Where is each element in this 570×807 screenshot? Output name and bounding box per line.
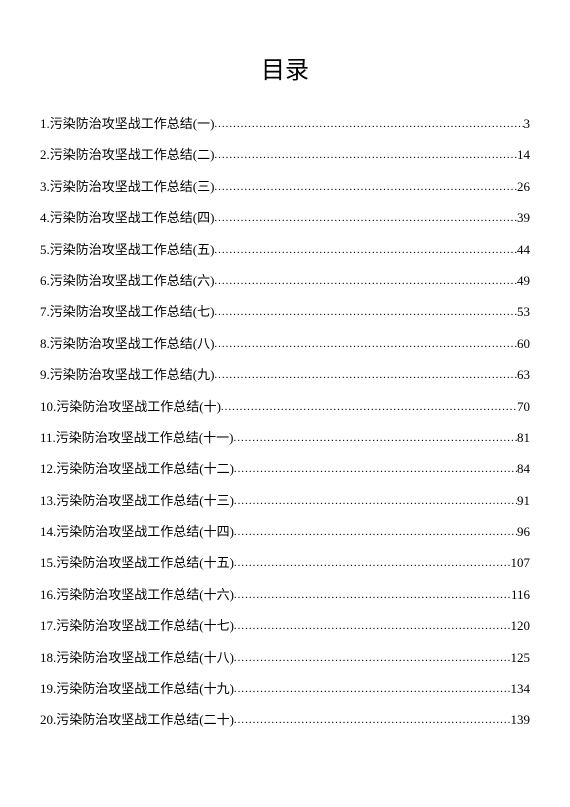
toc-item: 1.污染防治攻坚战工作总结(一) 3 xyxy=(40,115,530,133)
toc-leader-dots xyxy=(234,619,511,634)
toc-leader-dots xyxy=(221,400,517,415)
toc-page-number: 139 xyxy=(511,711,531,729)
toc-entry-label: 19.污染防治攻坚战工作总结(十九) xyxy=(40,680,234,698)
toc-page-number: 63 xyxy=(517,366,530,384)
toc-page-number: 26 xyxy=(517,178,530,196)
toc-leader-dots xyxy=(214,337,517,352)
toc-page-number: 81 xyxy=(517,429,530,447)
toc-page-number: 53 xyxy=(517,303,530,321)
toc-leader-dots xyxy=(234,462,517,477)
toc-page-number: 116 xyxy=(511,586,530,604)
toc-entry-label: 6.污染防治攻坚战工作总结(六) xyxy=(40,272,214,290)
toc-page-number: 107 xyxy=(511,554,531,572)
toc-leader-dots xyxy=(234,525,517,540)
toc-leader-dots xyxy=(233,431,517,446)
toc-item: 7.污染防治攻坚战工作总结(七) 53 xyxy=(40,303,530,321)
toc-leader-dots xyxy=(234,682,511,697)
toc-leader-dots xyxy=(234,494,517,509)
toc-leader-dots xyxy=(214,180,517,195)
toc-item: 12.污染防治攻坚战工作总结(十二) 84 xyxy=(40,460,530,478)
toc-item: 18.污染防治攻坚战工作总结(十八) 125 xyxy=(40,649,530,667)
toc-list: 1.污染防治攻坚战工作总结(一) 3 2.污染防治攻坚战工作总结(二) 14 3.污… xyxy=(40,115,530,730)
toc-entry-label: 9.污染防治攻坚战工作总结(九) xyxy=(40,366,214,384)
toc-title: 目录 xyxy=(40,50,530,85)
toc-page-number: 39 xyxy=(517,209,530,227)
toc-entry-label: 2.污染防治攻坚战工作总结(二) xyxy=(40,146,214,164)
toc-leader-dots xyxy=(234,588,511,603)
toc-leader-dots xyxy=(214,117,523,132)
toc-page-number: 91 xyxy=(517,492,530,510)
toc-page-number: 70 xyxy=(517,398,530,416)
toc-page-number: 120 xyxy=(511,617,531,635)
toc-page-number: 125 xyxy=(511,649,531,667)
toc-item: 14.污染防治攻坚战工作总结(十四) 96 xyxy=(40,523,530,541)
toc-entry-label: 16.污染防治攻坚战工作总结(十六) xyxy=(40,586,234,604)
toc-page-number: 49 xyxy=(517,272,530,290)
toc-leader-dots xyxy=(234,651,511,666)
toc-item: 17.污染防治攻坚战工作总结(十七) 120 xyxy=(40,617,530,635)
toc-page-number: 96 xyxy=(517,523,530,541)
toc-item: 5.污染防治攻坚战工作总结(五) 44 xyxy=(40,241,530,259)
toc-entry-label: 8.污染防治攻坚战工作总结(八) xyxy=(40,335,214,353)
toc-item: 4.污染防治攻坚战工作总结(四) 39 xyxy=(40,209,530,227)
toc-entry-label: 3.污染防治攻坚战工作总结(三) xyxy=(40,178,214,196)
toc-entry-label: 5.污染防治攻坚战工作总结(五) xyxy=(40,241,214,259)
toc-entry-label: 15.污染防治攻坚战工作总结(十五) xyxy=(40,554,234,572)
toc-item: 2.污染防治攻坚战工作总结(二) 14 xyxy=(40,146,530,164)
toc-item: 13.污染防治攻坚战工作总结(十三) 91 xyxy=(40,492,530,510)
toc-entry-label: 14.污染防治攻坚战工作总结(十四) xyxy=(40,523,234,541)
toc-entry-label: 17.污染防治攻坚战工作总结(十七) xyxy=(40,617,234,635)
toc-entry-label: 4.污染防治攻坚战工作总结(四) xyxy=(40,209,214,227)
toc-entry-label: 7.污染防治攻坚战工作总结(七) xyxy=(40,303,214,321)
toc-page-number: 134 xyxy=(511,680,531,698)
toc-entry-label: 18.污染防治攻坚战工作总结(十八) xyxy=(40,649,234,667)
toc-item: 8.污染防治攻坚战工作总结(八) 60 xyxy=(40,335,530,353)
toc-item: 16.污染防治攻坚战工作总结(十六) 116 xyxy=(40,586,530,604)
toc-leader-dots xyxy=(234,713,511,728)
toc-entry-label: 13.污染防治攻坚战工作总结(十三) xyxy=(40,492,234,510)
toc-entry-label: 1.污染防治攻坚战工作总结(一) xyxy=(40,115,214,133)
toc-entry-label: 20.污染防治攻坚战工作总结(二十) xyxy=(40,711,234,729)
toc-item: 15.污染防治攻坚战工作总结(十五) 107 xyxy=(40,554,530,572)
toc-leader-dots xyxy=(214,305,517,320)
toc-item: 11.污染防治攻坚战工作总结(十一) 81 xyxy=(40,429,530,447)
toc-page-number: 60 xyxy=(517,335,530,353)
toc-item: 3.污染防治攻坚战工作总结(三) 26 xyxy=(40,178,530,196)
toc-page-number: 44 xyxy=(517,241,530,259)
toc-leader-dots xyxy=(214,243,517,258)
toc-leader-dots xyxy=(234,556,511,571)
toc-entry-label: 11.污染防治攻坚战工作总结(十一) xyxy=(40,429,233,447)
toc-page-number: 84 xyxy=(517,460,530,478)
toc-item: 9.污染防治攻坚战工作总结(九) 63 xyxy=(40,366,530,384)
toc-leader-dots xyxy=(214,148,517,163)
toc-item: 20.污染防治攻坚战工作总结(二十) 139 xyxy=(40,711,530,729)
toc-leader-dots xyxy=(214,211,517,226)
toc-item: 6.污染防治攻坚战工作总结(六) 49 xyxy=(40,272,530,290)
toc-page-number: 14 xyxy=(517,146,530,164)
toc-item: 19.污染防治攻坚战工作总结(十九) 134 xyxy=(40,680,530,698)
toc-leader-dots xyxy=(214,274,517,289)
toc-leader-dots xyxy=(214,368,517,383)
toc-page-number: 3 xyxy=(524,115,531,133)
toc-item: 10.污染防治攻坚战工作总结(十) 70 xyxy=(40,398,530,416)
toc-entry-label: 12.污染防治攻坚战工作总结(十二) xyxy=(40,460,234,478)
toc-entry-label: 10.污染防治攻坚战工作总结(十) xyxy=(40,398,221,416)
